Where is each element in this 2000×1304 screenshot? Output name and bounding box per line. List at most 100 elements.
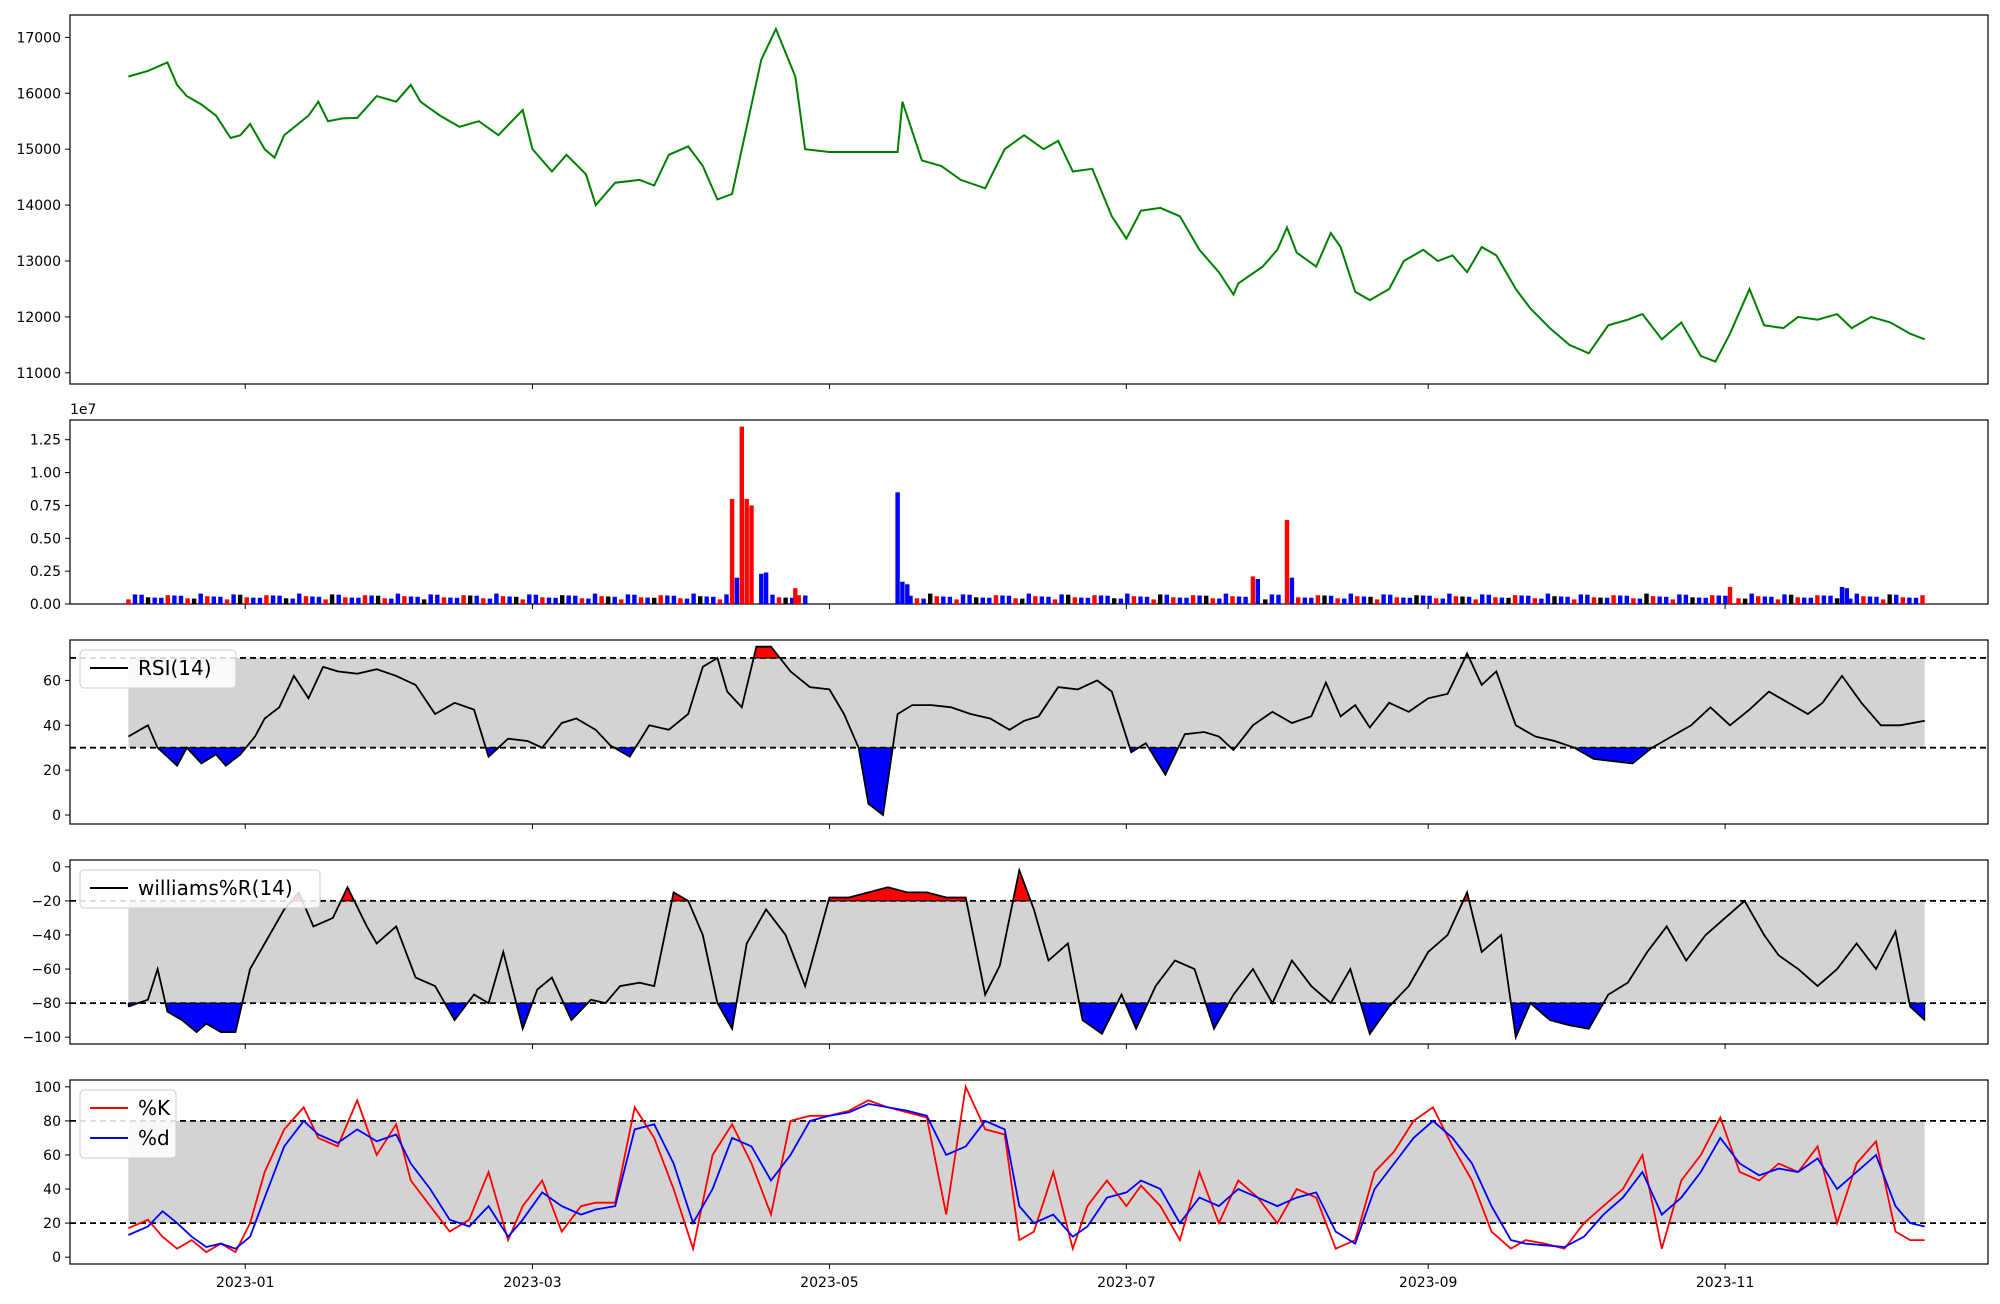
- volume-bar: [1112, 598, 1117, 604]
- volume-bar: [290, 598, 295, 604]
- volume-bar: [599, 596, 604, 604]
- stochastic-ytick-label: 40: [43, 1182, 61, 1198]
- volume-bar: [1690, 597, 1695, 604]
- volume-bar: [165, 595, 170, 604]
- volume-bar: [349, 597, 355, 604]
- williams-oversold-fill: [1124, 1002, 1149, 1030]
- stochastic-ytick-label: 20: [43, 1216, 61, 1232]
- volume-bar: [928, 593, 933, 604]
- volume-bar: [1657, 596, 1662, 604]
- volume-bar: [126, 599, 131, 604]
- volume-bar: [494, 593, 499, 604]
- williams-ytick-label: 0: [52, 860, 61, 876]
- volume-bar: [546, 597, 552, 604]
- volume-bar: [421, 599, 427, 604]
- volume-bar: [435, 594, 440, 604]
- volume-bar: [1434, 598, 1439, 604]
- williams-ytick-label: −80: [31, 996, 61, 1012]
- volume-bar: [323, 599, 328, 604]
- volume-bar: [514, 596, 519, 604]
- volume-bar: [1144, 596, 1150, 604]
- volume-bar: [152, 597, 157, 604]
- x-tick-label: 2023-07: [1097, 1275, 1156, 1291]
- volume-bar: [1894, 594, 1899, 604]
- volume-bar: [1269, 594, 1275, 604]
- volume-bar: [1322, 595, 1327, 604]
- volume-bar: [1255, 579, 1260, 604]
- volume-bar: [921, 598, 926, 604]
- volume-bar: [638, 597, 644, 604]
- volume-bar: [1762, 596, 1767, 604]
- volume-bar: [573, 595, 578, 604]
- volume-bar: [606, 596, 611, 604]
- volume-bar: [270, 595, 276, 604]
- volume-bar: [1913, 597, 1919, 604]
- volume-bar: [520, 599, 525, 604]
- volume-bar: [652, 597, 657, 604]
- volume-bar: [1808, 597, 1813, 604]
- volume-bar: [198, 593, 203, 604]
- rsi-legend-label: RSI(14): [138, 656, 212, 680]
- volume-bar: [739, 426, 744, 604]
- volume-bar: [297, 593, 302, 604]
- price-line: [128, 26, 1926, 363]
- williams-ytick-label: −100: [23, 1030, 61, 1046]
- volume-bar: [139, 594, 144, 604]
- volume-bar: [711, 596, 716, 604]
- volume-bar: [1210, 598, 1215, 604]
- volume-bar: [461, 595, 466, 604]
- volume-bar: [1098, 595, 1104, 604]
- volume-bar: [717, 599, 723, 604]
- volume-bar: [1381, 594, 1386, 604]
- volume-bar: [1079, 597, 1084, 604]
- volume-bar: [1585, 594, 1590, 604]
- x-tick-label: 2023-03: [503, 1275, 562, 1291]
- volume-ytick-label: 0.50: [30, 531, 61, 547]
- volume-bar: [1545, 593, 1551, 604]
- volume-bar: [1710, 595, 1715, 604]
- volume-bar: [1052, 599, 1058, 604]
- volume-bar: [1125, 593, 1130, 604]
- rsi-legend-box: [79, 649, 237, 689]
- volume-bar: [1703, 597, 1708, 604]
- volume-bar: [1230, 596, 1235, 604]
- volume-bar: [527, 594, 532, 604]
- volume-bar: [1355, 596, 1360, 604]
- volume-bar: [231, 594, 236, 604]
- volume-bar: [1480, 594, 1485, 604]
- volume-bar: [691, 593, 696, 604]
- volume-bar: [237, 594, 243, 604]
- volume-bar: [1769, 596, 1774, 604]
- volume-bar: [1512, 595, 1518, 604]
- price-panel-frame: [69, 14, 1989, 385]
- volume-bar: [1394, 597, 1399, 604]
- volume-bar: [1177, 597, 1183, 604]
- volume-bar: [665, 595, 670, 604]
- volume-bar: [967, 594, 972, 604]
- volume-bar: [783, 597, 788, 604]
- volume-bar: [244, 597, 249, 604]
- volume-bar: [415, 596, 420, 604]
- volume-bar: [566, 595, 571, 604]
- volume-bar: [1756, 596, 1761, 604]
- volume-bar: [1631, 598, 1636, 604]
- volume-bar: [1447, 593, 1452, 604]
- volume-bar: [1420, 595, 1426, 604]
- rsi-ytick-label: 0: [52, 808, 61, 824]
- volume-bar: [749, 505, 754, 604]
- stochastic-legend-label: %K: [138, 1096, 171, 1120]
- volume-bar: [1197, 595, 1202, 604]
- rsi-ytick-label: 60: [43, 673, 61, 689]
- volume-bar: [553, 597, 558, 604]
- volume-bar: [1578, 594, 1583, 604]
- volume-bar: [1802, 597, 1807, 604]
- volume-bar: [329, 594, 335, 604]
- volume-bar: [1374, 599, 1380, 604]
- volume-bar: [178, 595, 184, 604]
- volume-bar: [1795, 597, 1800, 604]
- volume-bar: [1440, 598, 1445, 604]
- volume-bar: [1361, 596, 1367, 604]
- volume-bar: [908, 595, 913, 604]
